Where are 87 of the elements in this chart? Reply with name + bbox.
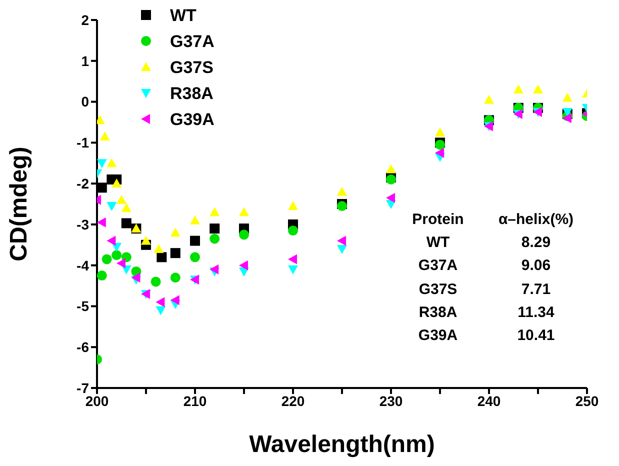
point <box>121 218 132 228</box>
y-tick-label: 0 <box>81 94 90 110</box>
annotation: G39A <box>417 326 459 346</box>
legend-label: G37A <box>170 32 214 51</box>
point <box>156 252 167 262</box>
point <box>337 201 347 212</box>
annotation: G37S <box>418 280 458 300</box>
point <box>435 127 445 136</box>
y-tick-label: -4 <box>76 257 90 274</box>
point <box>97 159 107 168</box>
x-tick-label: 220 <box>281 392 305 409</box>
point <box>156 306 166 316</box>
point <box>337 244 347 254</box>
annotation: 11.34 <box>516 304 556 323</box>
point <box>337 186 347 196</box>
y-tick-label: 2 <box>81 12 90 28</box>
point <box>100 132 110 141</box>
point <box>239 260 248 270</box>
annotation: WT <box>425 234 451 254</box>
y-tick-label: -1 <box>76 134 90 151</box>
point <box>210 234 220 244</box>
point <box>97 217 106 228</box>
point <box>210 264 219 274</box>
point <box>121 203 132 212</box>
point <box>102 254 112 264</box>
legend-label: G37S <box>170 58 214 77</box>
point <box>239 207 249 216</box>
x-axis-title: Wavelength(nm) <box>249 431 435 458</box>
point <box>116 194 126 204</box>
point <box>97 182 107 193</box>
point <box>106 236 116 246</box>
point <box>170 295 180 306</box>
point <box>288 226 298 236</box>
point <box>106 202 117 212</box>
point <box>112 250 122 260</box>
x-tick-label: 250 <box>575 392 599 409</box>
point <box>190 236 200 246</box>
point <box>513 84 524 94</box>
point <box>210 207 220 216</box>
y-axis-title: CD(mdeg) <box>6 146 33 262</box>
point <box>562 108 572 117</box>
annotation: 7.71 <box>520 280 552 300</box>
x-tick-label: 210 <box>183 392 207 409</box>
point <box>386 192 395 203</box>
point <box>210 224 220 234</box>
legend-label: R38A <box>170 84 214 103</box>
point <box>288 265 298 274</box>
annotation: G37A <box>417 257 459 276</box>
point <box>288 201 298 210</box>
annotation: R38A <box>418 304 458 323</box>
point <box>141 236 151 245</box>
x-tick-label: 230 <box>379 392 403 409</box>
annotation: 9.06 <box>520 257 552 276</box>
point <box>112 178 122 188</box>
point <box>484 94 494 104</box>
point <box>121 252 132 262</box>
point <box>337 236 346 246</box>
y-tick-label: -2 <box>76 176 90 192</box>
point <box>386 164 396 174</box>
point <box>97 270 107 281</box>
annotation: 10.41 <box>516 326 556 346</box>
y-tick-label: 1 <box>81 52 90 69</box>
point <box>170 272 180 283</box>
point <box>190 215 200 224</box>
point <box>156 297 165 308</box>
y-tick-label: -3 <box>76 216 90 232</box>
point <box>154 244 164 253</box>
point <box>190 252 200 262</box>
point <box>150 276 161 287</box>
x-tick-label: 240 <box>477 392 501 409</box>
point <box>533 84 543 94</box>
point <box>131 272 140 283</box>
y-tick-label: -5 <box>76 298 90 314</box>
point <box>116 258 126 268</box>
legend-label: WT <box>170 6 198 25</box>
point <box>106 158 117 168</box>
point <box>435 148 444 158</box>
point <box>170 248 180 258</box>
point <box>239 230 249 240</box>
annotation: Protein <box>411 211 465 230</box>
point <box>562 92 572 102</box>
annotation: 8.29 <box>520 234 552 254</box>
point <box>170 228 180 237</box>
annotation: α–helix(%) <box>497 211 575 230</box>
point <box>288 254 297 264</box>
legend-label: G39A <box>170 110 214 129</box>
y-tick-label: -6 <box>76 339 90 356</box>
